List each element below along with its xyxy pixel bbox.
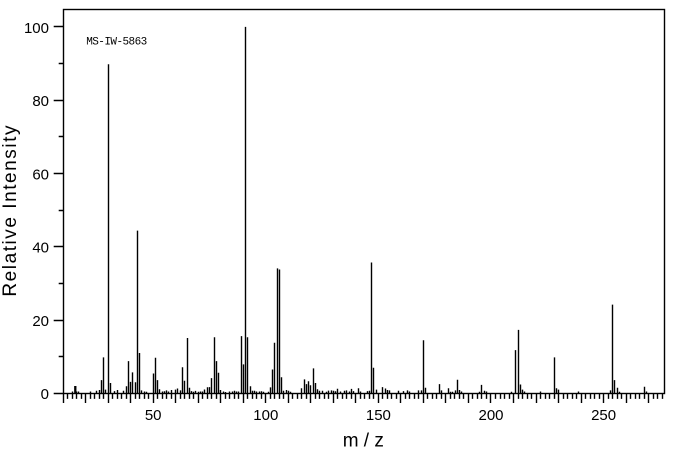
svg-text:250: 250 bbox=[591, 407, 616, 424]
svg-text:100: 100 bbox=[24, 20, 49, 37]
svg-text:40: 40 bbox=[32, 240, 49, 257]
svg-text:200: 200 bbox=[478, 407, 503, 424]
svg-text:60: 60 bbox=[32, 166, 49, 183]
svg-text:80: 80 bbox=[32, 93, 49, 110]
svg-text:Relative Intensity: Relative Intensity bbox=[0, 124, 21, 297]
svg-text:0: 0 bbox=[41, 386, 49, 403]
svg-text:m / z: m / z bbox=[343, 431, 384, 452]
svg-text:20: 20 bbox=[32, 313, 49, 330]
svg-text:MS-IW-5863: MS-IW-5863 bbox=[86, 37, 147, 49]
svg-text:100: 100 bbox=[253, 407, 278, 424]
svg-text:50: 50 bbox=[145, 407, 162, 424]
svg-text:150: 150 bbox=[366, 407, 391, 424]
